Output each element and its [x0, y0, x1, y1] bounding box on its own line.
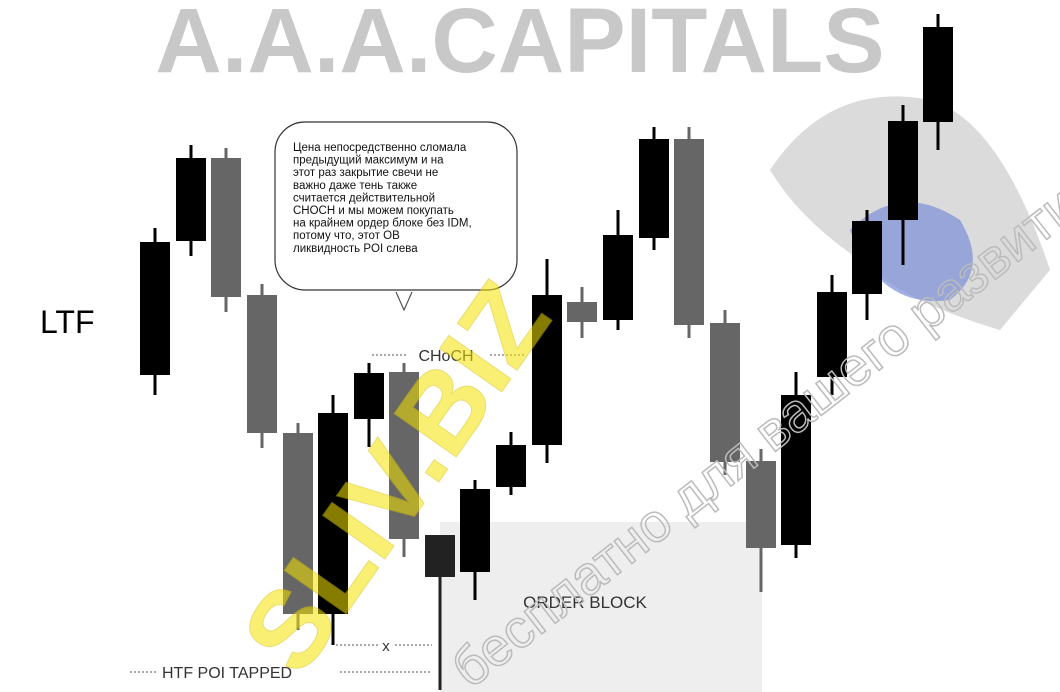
callout-line: потому что, этот OB	[293, 230, 400, 242]
candle-body	[674, 139, 704, 325]
callout-line: ликвидность POI слева	[293, 243, 418, 255]
candle-body	[888, 121, 918, 220]
watermark: A.A.A.CAPITALS	[155, 0, 884, 92]
callout-line: Цена непосредственно сломала	[293, 142, 467, 154]
ltf-label: LTF	[40, 304, 95, 340]
candle-body	[460, 489, 490, 572]
callout-line: этот раз закрытие свечи не	[293, 167, 438, 179]
htf-label: HTF POI TAPPED	[162, 665, 292, 682]
diagram: A.A.A.CAPITALS ORDER BLOCK LTF Цена непо…	[0, 0, 1060, 692]
candle-body	[140, 242, 170, 375]
callout-line: предыдущий максимум и на	[293, 155, 444, 167]
candle-body	[603, 235, 633, 320]
callout-line: важно даже тень также	[293, 180, 417, 192]
candle-body	[852, 221, 882, 294]
candle-body	[247, 295, 277, 433]
callout-line: считается действительной	[293, 192, 435, 204]
candle-body	[425, 535, 455, 577]
candle-body	[496, 445, 526, 487]
callout-line: на крайнем ордер блоке без IDM,	[293, 218, 472, 230]
candle-body	[567, 302, 597, 322]
x-label: x	[382, 638, 390, 655]
candle-body	[176, 158, 206, 241]
candle-body	[211, 158, 241, 297]
candle-body	[923, 27, 953, 122]
candle-body	[639, 139, 669, 238]
callout-line: CHOCH и мы можем покупать	[293, 205, 454, 217]
